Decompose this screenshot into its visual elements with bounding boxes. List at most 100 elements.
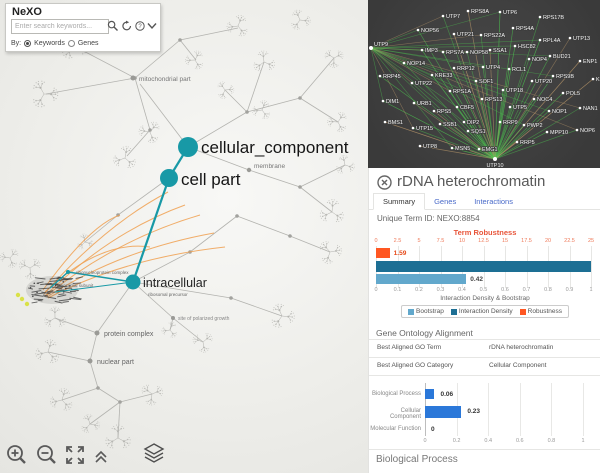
layers-icon[interactable] <box>143 443 165 463</box>
bar-value-label: 0.23 <box>467 408 480 415</box>
interaction-network-panel[interactable]: UTP7 RPS8A UTP6 RPS17B NOP56 UTP21 RPS22A RPS4A… <box>368 0 600 170</box>
gene-node[interactable] <box>538 38 542 42</box>
chevron-down-icon[interactable] <box>147 22 157 30</box>
radio-genes[interactable] <box>67 40 75 47</box>
gene-node[interactable] <box>527 57 531 61</box>
tab-genes[interactable]: Genes <box>434 197 457 206</box>
gene-node[interactable] <box>416 28 420 32</box>
gene-node[interactable] <box>450 146 454 150</box>
gene-node-hub[interactable] <box>493 157 497 161</box>
gene-node[interactable] <box>480 97 484 101</box>
gene-node[interactable] <box>448 89 452 93</box>
cell-part-node[interactable] <box>160 169 178 187</box>
gene-node[interactable] <box>488 48 492 52</box>
gene-node-label: UTP15 <box>416 126 433 132</box>
gene-node[interactable] <box>498 120 502 124</box>
gene-node[interactable] <box>418 144 422 148</box>
gene-node[interactable] <box>477 147 481 151</box>
gene-node[interactable] <box>381 99 385 103</box>
gene-node[interactable] <box>481 65 485 69</box>
gene-node[interactable] <box>501 88 505 92</box>
gene-node[interactable] <box>412 101 416 105</box>
gene-node[interactable] <box>455 105 459 109</box>
gene-node-label: UTP13 <box>573 36 590 42</box>
gene-node[interactable] <box>561 91 565 95</box>
nuclear-part-node[interactable] <box>87 358 93 364</box>
gene-node[interactable] <box>498 10 502 14</box>
help-icon[interactable]: ? <box>135 21 145 31</box>
membrane-label: membrane <box>254 163 285 170</box>
network-edge <box>370 47 554 77</box>
gene-node[interactable] <box>465 50 469 54</box>
gene-node[interactable] <box>507 67 511 71</box>
gene-node[interactable] <box>508 105 512 109</box>
gene-node-label: POL5 <box>566 91 580 97</box>
gene-node-label: NOP1 <box>552 109 567 115</box>
membrane-node[interactable] <box>246 167 252 173</box>
gene-node[interactable] <box>515 140 519 144</box>
collapse-all-icon[interactable] <box>95 450 107 463</box>
zoom-in-icon[interactable] <box>7 445 26 464</box>
gene-node[interactable] <box>378 74 382 78</box>
gene-node[interactable] <box>383 120 387 124</box>
mitochondrial-part-node[interactable] <box>130 75 136 81</box>
tab-summary[interactable]: Summary <box>373 193 426 210</box>
gene-node[interactable] <box>466 9 470 13</box>
gene-node[interactable] <box>511 26 515 30</box>
gene-node[interactable] <box>441 50 445 54</box>
gene-node[interactable] <box>545 130 549 134</box>
gene-node-hub[interactable] <box>369 46 373 50</box>
rnp-complex-node[interactable] <box>66 270 70 274</box>
gene-node[interactable] <box>402 61 406 65</box>
site-of-polarized-growth-node[interactable] <box>171 316 175 320</box>
gene-node[interactable] <box>462 120 466 124</box>
gene-node[interactable] <box>411 126 415 130</box>
cellular-component-node[interactable] <box>178 137 198 157</box>
gene-node[interactable] <box>438 122 442 126</box>
tab-interactions[interactable]: Interactions <box>474 197 513 206</box>
search-icon[interactable] <box>107 20 119 32</box>
gene-node[interactable] <box>538 15 542 19</box>
gene-node[interactable] <box>575 128 579 132</box>
search-input[interactable] <box>11 19 109 34</box>
gene-node[interactable] <box>441 14 445 18</box>
intracellular-node[interactable] <box>125 274 141 290</box>
gene-node-label: RRP12 <box>457 66 475 72</box>
gene-node[interactable] <box>578 59 582 63</box>
gene-node[interactable] <box>591 77 595 81</box>
refresh-icon[interactable] <box>121 20 133 32</box>
gene-node-label: UTP18 <box>506 88 523 94</box>
gene-node[interactable] <box>522 123 526 127</box>
ontology-graph-pane[interactable]: mitochondrial part membrane protein comp… <box>0 0 368 473</box>
gene-node[interactable] <box>420 48 424 52</box>
axis-tick-label: 0.2 <box>415 287 423 293</box>
fit-screen-icon[interactable] <box>66 446 84 464</box>
gene-node[interactable] <box>452 32 456 36</box>
gene-node[interactable] <box>410 81 414 85</box>
ontology-tree-svg[interactable]: mitochondrial part membrane protein comp… <box>0 0 368 473</box>
gene-node[interactable] <box>513 44 517 48</box>
zoom-out-icon[interactable] <box>37 445 56 464</box>
gene-node[interactable] <box>548 54 552 58</box>
gene-node[interactable] <box>530 79 534 83</box>
term-title: rDNA heterochromatin <box>397 173 546 190</box>
radio-keywords[interactable] <box>24 40 32 47</box>
gene-node[interactable] <box>432 109 436 113</box>
gene-node[interactable] <box>466 129 470 133</box>
gene-node[interactable] <box>430 73 434 77</box>
close-icon[interactable] <box>377 175 392 190</box>
network-edge <box>370 47 525 126</box>
network-edge <box>370 47 581 109</box>
network-edge <box>478 148 496 160</box>
gene-node[interactable] <box>551 74 555 78</box>
gene-node[interactable] <box>479 33 483 37</box>
gene-node[interactable] <box>568 36 572 40</box>
gene-node[interactable] <box>547 109 551 113</box>
gene-node[interactable] <box>452 66 456 70</box>
protein-complex-node[interactable] <box>94 330 100 336</box>
gene-node[interactable] <box>532 97 536 101</box>
gene-node[interactable] <box>474 79 478 83</box>
gene-node-label: NOP56 <box>421 28 439 34</box>
gene-node[interactable] <box>578 106 582 110</box>
gene-node-label: EMG1 <box>482 147 498 153</box>
